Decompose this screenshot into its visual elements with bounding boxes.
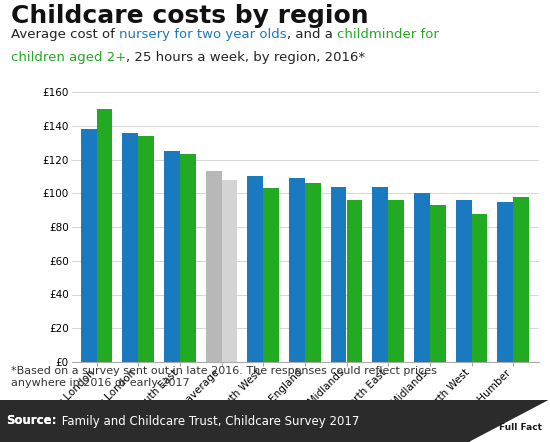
Text: Family and Childcare Trust, Childcare Survey 2017: Family and Childcare Trust, Childcare Su… bbox=[58, 415, 359, 427]
Text: Source:: Source: bbox=[7, 415, 57, 427]
Bar bbox=[81, 129, 96, 362]
Bar bbox=[263, 188, 279, 362]
Bar bbox=[430, 205, 446, 362]
Bar bbox=[96, 109, 112, 362]
Bar bbox=[289, 178, 305, 362]
Bar bbox=[180, 154, 196, 362]
Bar bbox=[164, 151, 180, 362]
Polygon shape bbox=[470, 400, 550, 442]
Bar bbox=[122, 133, 138, 362]
Bar bbox=[222, 180, 238, 362]
Bar bbox=[305, 183, 321, 362]
Bar bbox=[206, 171, 222, 362]
Bar bbox=[471, 213, 487, 362]
Text: Source:: Source: bbox=[7, 415, 57, 427]
Bar bbox=[455, 200, 471, 362]
Text: *Based on a survey sent out in late 2016. The responses could reflect prices
any: *Based on a survey sent out in late 2016… bbox=[11, 366, 437, 388]
Bar bbox=[138, 136, 154, 362]
Bar bbox=[414, 193, 430, 362]
Bar bbox=[372, 187, 388, 362]
Bar bbox=[248, 176, 263, 362]
Bar bbox=[346, 200, 362, 362]
Text: children aged 2+: children aged 2+ bbox=[11, 50, 127, 64]
Text: Full Fact: Full Fact bbox=[499, 423, 542, 431]
Text: nursery for two year olds: nursery for two year olds bbox=[119, 27, 287, 41]
Text: Average cost of: Average cost of bbox=[11, 27, 119, 41]
Text: Childcare costs by region: Childcare costs by region bbox=[11, 4, 368, 27]
Text: childminder for: childminder for bbox=[337, 27, 439, 41]
Bar bbox=[331, 187, 346, 362]
Text: , 25 hours a week, by region, 2016*: , 25 hours a week, by region, 2016* bbox=[126, 50, 365, 64]
Bar bbox=[388, 200, 404, 362]
Bar bbox=[497, 202, 513, 362]
Text: , and a: , and a bbox=[287, 27, 337, 41]
Bar bbox=[513, 197, 529, 362]
